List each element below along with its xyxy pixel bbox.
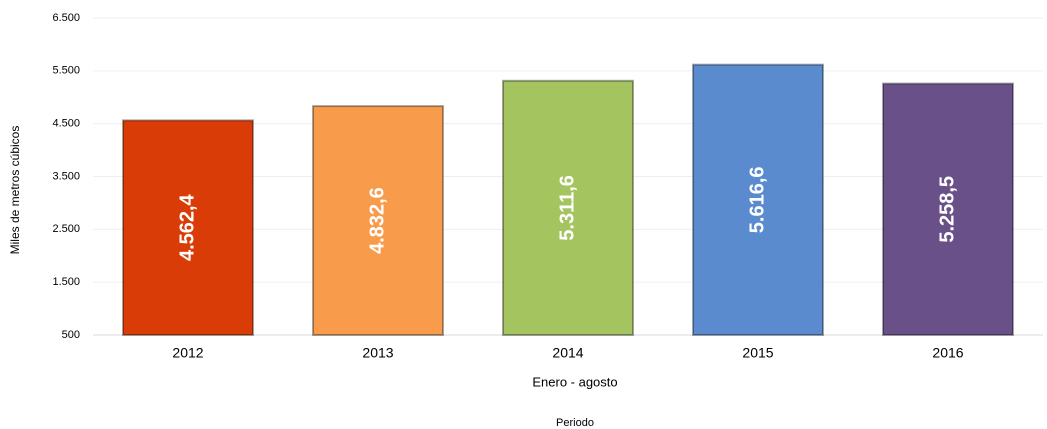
value-label: 5.258,5 [936, 176, 958, 243]
x-tick-label: 2012 [172, 345, 203, 361]
x-tick-label: 2014 [552, 345, 583, 361]
y-tick-label: 5.500 [52, 65, 80, 77]
y-tick-label: 3.500 [52, 170, 80, 182]
bar [122, 119, 254, 336]
x-tick-label: 2015 [742, 345, 773, 361]
value-label: 5.311,6 [556, 175, 578, 241]
value-label: 5.616,6 [746, 166, 768, 233]
bar [312, 105, 444, 336]
y-tick-label: 1.500 [52, 276, 80, 288]
x-tick-label: 2016 [932, 345, 963, 361]
x-axis-label: Enero - agosto [532, 374, 617, 389]
y-tick-label: 4.500 [52, 118, 80, 130]
bar [692, 63, 824, 336]
bar [502, 79, 634, 336]
x-axis-label-2: Periodo [556, 417, 594, 429]
y-axis-label: Miles de metros cúbicos [8, 126, 22, 255]
bar [882, 82, 1014, 336]
x-tick-label: 2013 [362, 345, 393, 361]
value-label: 4.562,4 [176, 193, 198, 261]
y-tick-label: 500 [62, 329, 80, 341]
value-label: 4.832,6 [366, 187, 388, 254]
y-tick-label: 2.500 [52, 223, 80, 235]
y-tick-label: 6.500 [52, 12, 80, 24]
